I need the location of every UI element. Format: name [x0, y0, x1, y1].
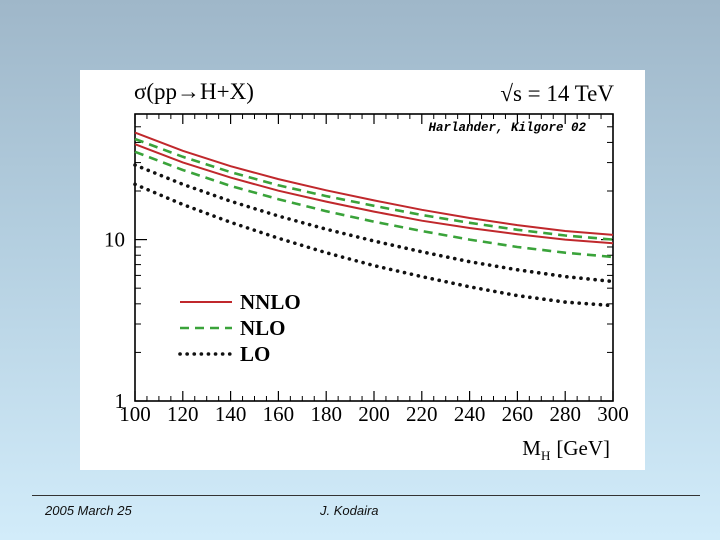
x-axis-label-main: M [522, 436, 541, 460]
plot-frame [134, 113, 614, 402]
footer-date: 2005 March 25 [45, 503, 132, 518]
series-line-nlo-upper [134, 137, 614, 241]
x-axis-label: MH [GeV] [522, 436, 610, 463]
x-tick-label: 240 [454, 402, 486, 426]
legend-label-nlo: NLO [240, 316, 286, 340]
series-line-nnlo-lower [134, 143, 614, 245]
series-line-nnlo-upper [134, 131, 614, 236]
chart-title: σ(pp→H+X) [134, 79, 254, 104]
x-tick-label: 140 [215, 402, 247, 426]
series-line-lo-lower [133, 182, 615, 308]
plot-panel: 100 120 140 160 180 200 220 240 260 280 300 1 10 NNL… [80, 70, 645, 470]
y-tick-label: 1 [115, 389, 126, 413]
x-tick-label: 220 [406, 402, 438, 426]
energy-label: √s = 14 TeV [500, 81, 614, 106]
y-tick-label: 10 [104, 228, 125, 252]
series-line-lo-upper [133, 163, 615, 284]
x-tick-label: 260 [502, 402, 534, 426]
cross-section-chart: 100 120 140 160 180 200 220 240 260 280 300 1 10 NNL… [104, 79, 629, 463]
x-tick-label: 100 [119, 402, 151, 426]
x-tick-label: 300 [597, 402, 629, 426]
x-tick-label: 120 [167, 402, 199, 426]
x-tick-label: 280 [549, 402, 581, 426]
reference-label: Harlander, Kilgore 02 [428, 121, 586, 135]
x-axis-label-sub: H [541, 448, 550, 463]
x-axis-label-unit: [GeV] [556, 436, 610, 460]
footer-author: J. Kodaira [320, 503, 379, 518]
series-line-nlo-lower [134, 150, 614, 259]
x-tick-label: 160 [263, 402, 295, 426]
legend-label-nnlo: NNLO [240, 290, 301, 314]
legend-label-lo: LO [240, 342, 270, 366]
x-tick-label: 180 [310, 402, 342, 426]
x-tick-label: 200 [358, 402, 390, 426]
footer-divider [32, 495, 700, 496]
